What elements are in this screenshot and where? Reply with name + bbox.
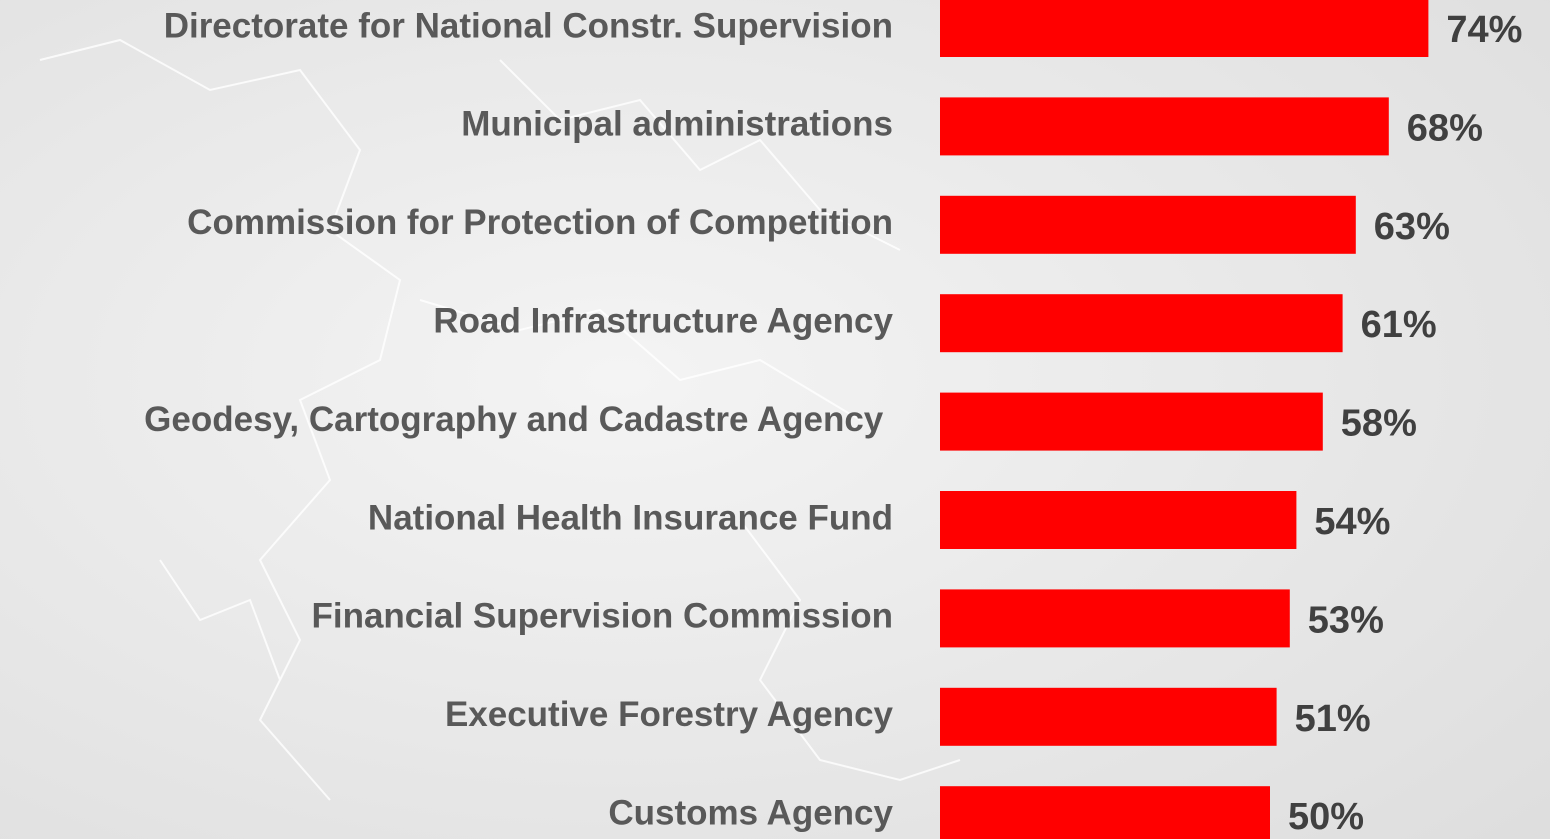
- bar: [940, 294, 1343, 353]
- category-label: Executive Forestry Agency: [445, 695, 894, 734]
- bar: [940, 195, 1356, 254]
- map-outline: [39, 38, 961, 801]
- bar: [940, 97, 1389, 156]
- value-label: 51%: [1295, 698, 1371, 740]
- value-label: 53%: [1308, 599, 1384, 641]
- bar: [940, 589, 1290, 648]
- bar: [940, 687, 1277, 746]
- value-label: 54%: [1314, 501, 1390, 543]
- value-label: 61%: [1361, 304, 1437, 346]
- category-label: National Health Insurance Fund: [368, 498, 893, 537]
- category-label: Geodesy, Cartography and Cadastre Agency: [144, 400, 893, 439]
- category-label: Road Infrastructure Agency: [433, 301, 893, 340]
- value-label: 63%: [1374, 206, 1450, 248]
- bar: [940, 786, 1270, 839]
- category-label: Directorate for National Constr. Supervi…: [164, 6, 893, 45]
- value-label: 50%: [1288, 796, 1364, 838]
- category-label: Commission for Protection of Competition: [187, 203, 893, 242]
- value-label: 74%: [1446, 9, 1522, 51]
- value-label: 68%: [1407, 107, 1483, 149]
- category-label: Customs Agency: [608, 793, 893, 832]
- bar: [940, 491, 1297, 549]
- bar: [940, 0, 1429, 57]
- category-label: Municipal administrations: [461, 105, 893, 144]
- value-label: 58%: [1341, 403, 1417, 445]
- category-label: Financial Supervision Commission: [311, 597, 893, 636]
- bar: [940, 392, 1323, 451]
